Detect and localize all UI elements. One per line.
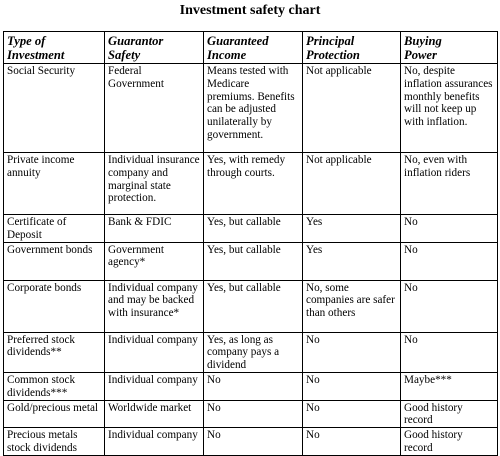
cell-guarantor: Individual company <box>104 331 204 373</box>
cell-type: Gold/precious metal <box>3 399 105 429</box>
cell-guarantor: Individual company <box>104 427 204 456</box>
cell-principal: No <box>302 331 401 373</box>
table-row: Precious metals stock dividends Individu… <box>3 427 498 456</box>
cell-guarantor: Worldwide market <box>104 399 204 429</box>
cell-principal: Not applicable <box>302 63 401 153</box>
cell-type: Social Security <box>3 63 105 153</box>
cell-buying-power: No <box>400 279 498 333</box>
cell-buying-power: Good history record <box>400 399 498 429</box>
cell-income: Yes, as long as company pays a dividend <box>203 331 303 373</box>
investment-safety-table: Type of Investment Guarantor Safety Guaran… <box>3 31 498 456</box>
col-header-income: Guaranteed Income <box>203 31 303 64</box>
cell-guarantor: Individual company and may be backed wit… <box>104 279 204 333</box>
table-row: Preferred stock dividends** Individual c… <box>3 331 498 373</box>
cell-principal: No <box>302 371 401 401</box>
table-row: Social Security Federal Government Means… <box>3 63 498 153</box>
cell-income: Means tested with Medicare premiums. Ben… <box>203 63 303 153</box>
cell-income: Yes, but callable <box>203 279 303 333</box>
header-row: Type of Investment Guarantor Safety Guaran… <box>3 31 498 64</box>
cell-principal: No, some companies are safer than others <box>302 279 401 333</box>
cell-buying-power: Maybe*** <box>400 371 498 401</box>
table-row: Common stock dividends*** Individual com… <box>3 371 498 401</box>
cell-income: No <box>203 371 303 401</box>
cell-type: Private income annuity <box>3 152 105 215</box>
cell-type: Precious metals stock dividends <box>3 427 105 456</box>
cell-income: No <box>203 427 303 456</box>
cell-type: Government bonds <box>3 241 105 281</box>
cell-guarantor: Individual insurance company and margina… <box>104 152 204 215</box>
cell-type: Corporate bonds <box>3 279 105 333</box>
col-header-buying-power: Buying Power <box>400 31 498 64</box>
cell-principal: Yes <box>302 241 401 281</box>
cell-income: Yes, with remedy through courts. <box>203 152 303 215</box>
cell-income: No <box>203 399 303 429</box>
cell-buying-power: No, even with inflation riders <box>400 152 498 215</box>
cell-principal: No <box>302 399 401 429</box>
table-row: Gold/precious metal Worldwide market No … <box>3 399 498 429</box>
cell-buying-power: Good history record <box>400 427 498 456</box>
col-header-type: Type of Investment <box>3 31 105 64</box>
table-row: Government bonds Government agency* Yes,… <box>3 241 498 281</box>
cell-income: Yes, but callable <box>203 214 303 243</box>
cell-buying-power: No <box>400 214 498 243</box>
cell-principal: Yes <box>302 214 401 243</box>
cell-principal: No <box>302 427 401 456</box>
cell-guarantor: Federal Government <box>104 63 204 153</box>
page-title: Investment safety chart <box>179 3 321 18</box>
col-header-guarantor: Guarantor Safety <box>104 31 204 64</box>
cell-buying-power: No, despite inflation assurances monthly… <box>400 63 498 153</box>
cell-buying-power: No <box>400 331 498 373</box>
cell-income: Yes, but callable <box>203 241 303 281</box>
cell-buying-power: No <box>400 241 498 281</box>
cell-type: Preferred stock dividends** <box>3 331 105 373</box>
cell-type: Common stock dividends*** <box>3 371 105 401</box>
cell-principal: Not applicable <box>302 152 401 215</box>
table-row: Private income annuity Individual insura… <box>3 152 498 215</box>
col-header-principal: Principal Protection <box>302 31 401 64</box>
cell-guarantor: Individual company <box>104 371 204 401</box>
cell-guarantor: Bank & FDIC <box>104 214 204 243</box>
cell-type: Certificate of Deposit <box>3 214 105 243</box>
table-row: Corporate bonds Individual company and m… <box>3 279 498 333</box>
table-row: Certificate of Deposit Bank & FDIC Yes, … <box>3 214 498 243</box>
cell-guarantor: Government agency* <box>104 241 204 281</box>
